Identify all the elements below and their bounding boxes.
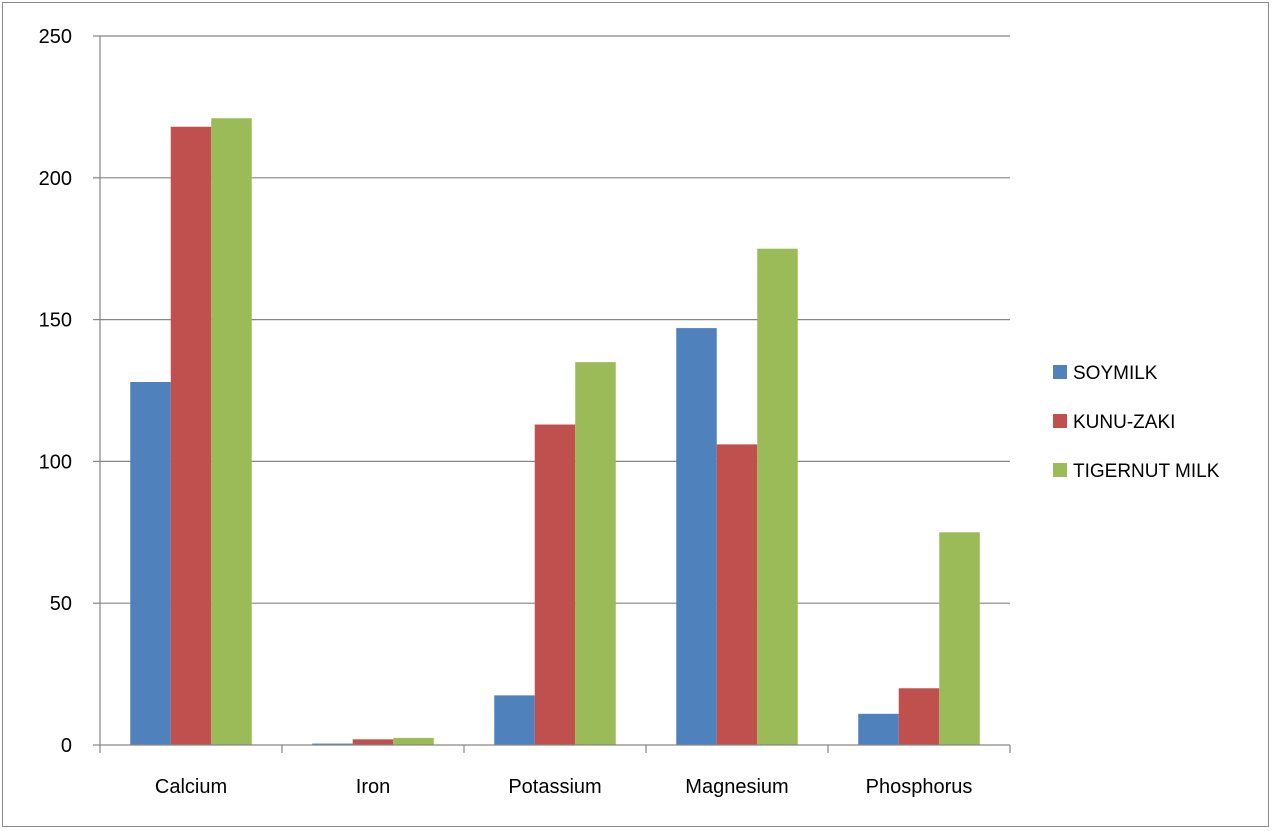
bar xyxy=(130,381,171,745)
x-tick-label: Phosphorus xyxy=(866,776,973,798)
y-tick-label: 200 xyxy=(39,168,72,190)
bar xyxy=(211,118,252,745)
bar xyxy=(170,126,212,745)
y-tick-label: 150 xyxy=(39,310,72,332)
legend-swatch xyxy=(1053,365,1067,379)
legend-label: KUNU-ZAKI xyxy=(1073,412,1175,433)
axes xyxy=(93,35,1011,753)
y-tick-labels: 0 50 100 150 200 250 xyxy=(39,26,72,757)
legend-swatch xyxy=(1053,463,1067,477)
y-tick-label: 50 xyxy=(50,593,72,615)
bar xyxy=(676,328,717,745)
bar xyxy=(534,424,576,745)
bar xyxy=(757,248,798,745)
x-tick-label: Potassium xyxy=(508,776,601,798)
bars xyxy=(130,118,980,745)
bar xyxy=(898,688,940,745)
bar xyxy=(858,713,899,745)
bar xyxy=(312,743,353,745)
y-tick-label: 250 xyxy=(39,26,72,48)
y-tick-label: 100 xyxy=(39,451,72,473)
y-tick-label: 0 xyxy=(61,735,72,757)
x-tick-label: Magnesium xyxy=(685,776,788,798)
bar xyxy=(352,739,394,745)
bar xyxy=(393,737,434,745)
legend-swatch xyxy=(1053,414,1067,428)
bar xyxy=(575,362,616,745)
bar xyxy=(494,695,535,745)
legend-label: SOYMILK xyxy=(1073,363,1158,384)
bar xyxy=(716,444,758,745)
legend-label: TIGERNUT MILK xyxy=(1073,461,1220,482)
bar xyxy=(939,532,980,745)
legend: SOYMILK KUNU-ZAKI TIGERNUT MILK xyxy=(1053,363,1220,482)
x-tick-labels: Calcium Iron Potassium Magnesium Phosphorus xyxy=(155,776,973,798)
x-tick-label: Iron xyxy=(356,776,390,798)
x-tick-label: Calcium xyxy=(155,776,227,798)
